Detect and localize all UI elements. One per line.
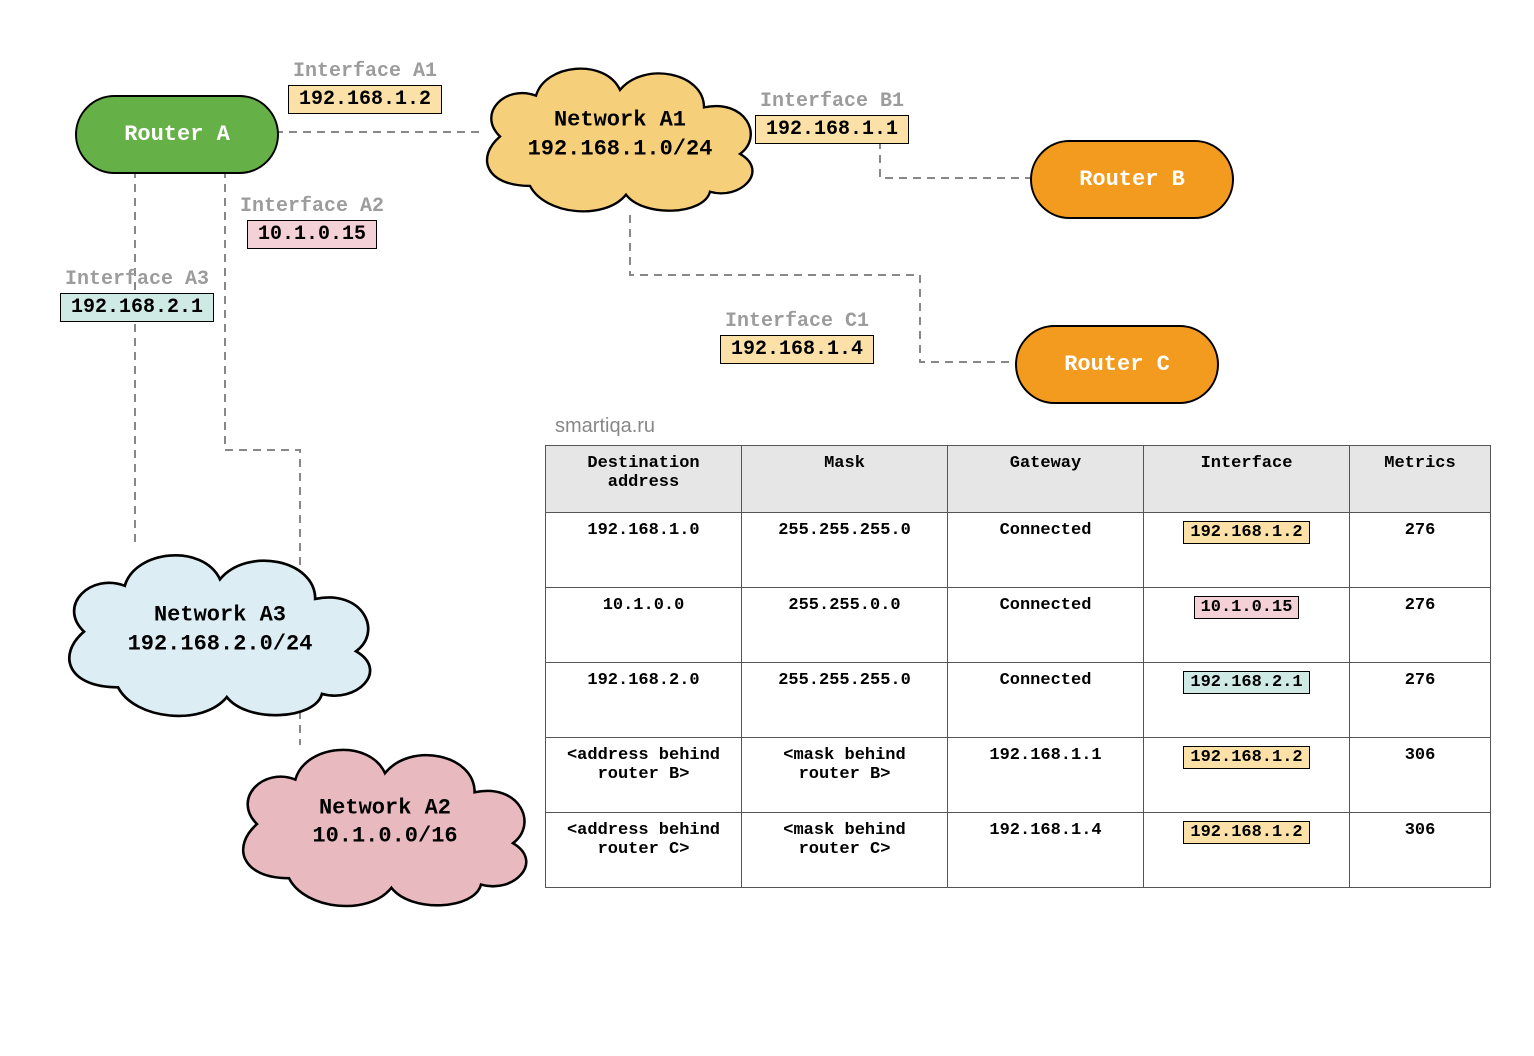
router-a: Router A	[75, 95, 279, 174]
table-header: Destination address	[546, 446, 742, 513]
network-title: Network A3	[50, 601, 390, 630]
table-cell-mask: 255.255.255.0	[742, 663, 948, 738]
interface-label: Interface A2	[240, 195, 384, 218]
table-header: Mask	[742, 446, 948, 513]
table-cell-iface: 192.168.1.2	[1144, 813, 1350, 888]
table-cell-mask: 255.255.0.0	[742, 588, 948, 663]
interface-ip: 192.168.1.2	[288, 85, 442, 114]
table-cell-gw: 192.168.1.4	[948, 813, 1144, 888]
table-row: <address behind router C><mask behind ro…	[546, 813, 1491, 888]
interface-ip-cell: 10.1.0.15	[1194, 596, 1300, 619]
interface-b1: Interface B1192.168.1.1	[755, 90, 909, 144]
table-cell-dest: 192.168.2.0	[546, 663, 742, 738]
interface-ip: 10.1.0.15	[247, 220, 377, 249]
table-cell-gw: 192.168.1.1	[948, 738, 1144, 813]
table-cell-dest: <address behind router C>	[546, 813, 742, 888]
table-row: 192.168.1.0255.255.255.0Connected 192.168…	[546, 513, 1491, 588]
table-cell-gw: Connected	[948, 513, 1144, 588]
interface-c1: Interface C1192.168.1.4	[720, 310, 874, 364]
interface-ip: 192.168.1.4	[720, 335, 874, 364]
network-cidr: 192.168.1.0/24	[470, 135, 770, 164]
routing-table: Destination addressMaskGatewayInterfaceM…	[545, 445, 1491, 888]
interface-label: Interface C1	[720, 310, 874, 333]
interface-label: Interface A3	[60, 268, 214, 291]
table-cell-iface: 10.1.0.15	[1144, 588, 1350, 663]
table-cell-metric: 276	[1350, 588, 1491, 663]
table-cell-metric: 306	[1350, 813, 1491, 888]
table-cell-gw: Connected	[948, 663, 1144, 738]
network-title: Network A2	[225, 794, 545, 823]
table-cell-dest: <address behind router B>	[546, 738, 742, 813]
table-cell-gw: Connected	[948, 588, 1144, 663]
table-cell-metric: 276	[1350, 513, 1491, 588]
table-row: 10.1.0.0255.255.0.0Connected 10.1.0.15 276	[546, 588, 1491, 663]
network-cloud-a3: Network A3192.168.2.0/24	[50, 540, 390, 720]
interface-a1: Interface A1192.168.1.2	[288, 60, 442, 114]
table-cell-metric: 306	[1350, 738, 1491, 813]
table-header: Gateway	[948, 446, 1144, 513]
table-cell-iface: 192.168.1.2	[1144, 738, 1350, 813]
table-cell-iface: 192.168.2.1	[1144, 663, 1350, 738]
table-cell-dest: 192.168.1.0	[546, 513, 742, 588]
interface-a3: Interface A3192.168.2.1	[60, 268, 214, 322]
table-header: Metrics	[1350, 446, 1491, 513]
interface-label: Interface B1	[755, 90, 909, 113]
table-row: <address behind router B><mask behind ro…	[546, 738, 1491, 813]
router-c: Router C	[1015, 325, 1219, 404]
interface-ip-cell: 192.168.2.1	[1183, 671, 1309, 694]
network-cidr: 192.168.2.0/24	[50, 630, 390, 659]
network-title: Network A1	[470, 106, 770, 135]
interface-label: Interface A1	[288, 60, 442, 83]
table-header: Interface	[1144, 446, 1350, 513]
network-cidr: 10.1.0.0/16	[225, 823, 545, 852]
network-cloud-a1: Network A1192.168.1.0/24	[470, 55, 770, 215]
table-cell-mask: 255.255.255.0	[742, 513, 948, 588]
interface-ip-cell: 192.168.1.2	[1183, 521, 1309, 544]
table-cell-dest: 10.1.0.0	[546, 588, 742, 663]
table-cell-iface: 192.168.1.2	[1144, 513, 1350, 588]
table-cell-metric: 276	[1350, 663, 1491, 738]
interface-ip: 192.168.2.1	[60, 293, 214, 322]
router-b: Router B	[1030, 140, 1234, 219]
table-row: 192.168.2.0255.255.255.0Connected 192.168…	[546, 663, 1491, 738]
network-cloud-a2: Network A210.1.0.0/16	[225, 735, 545, 910]
interface-a2: Interface A210.1.0.15	[240, 195, 384, 249]
table-cell-mask: <mask behind router B>	[742, 738, 948, 813]
interface-ip-cell: 192.168.1.2	[1183, 821, 1309, 844]
interface-ip: 192.168.1.1	[755, 115, 909, 144]
table-cell-mask: <mask behind router C>	[742, 813, 948, 888]
interface-ip-cell: 192.168.1.2	[1183, 746, 1309, 769]
watermark-text: smartiqa.ru	[555, 415, 655, 438]
